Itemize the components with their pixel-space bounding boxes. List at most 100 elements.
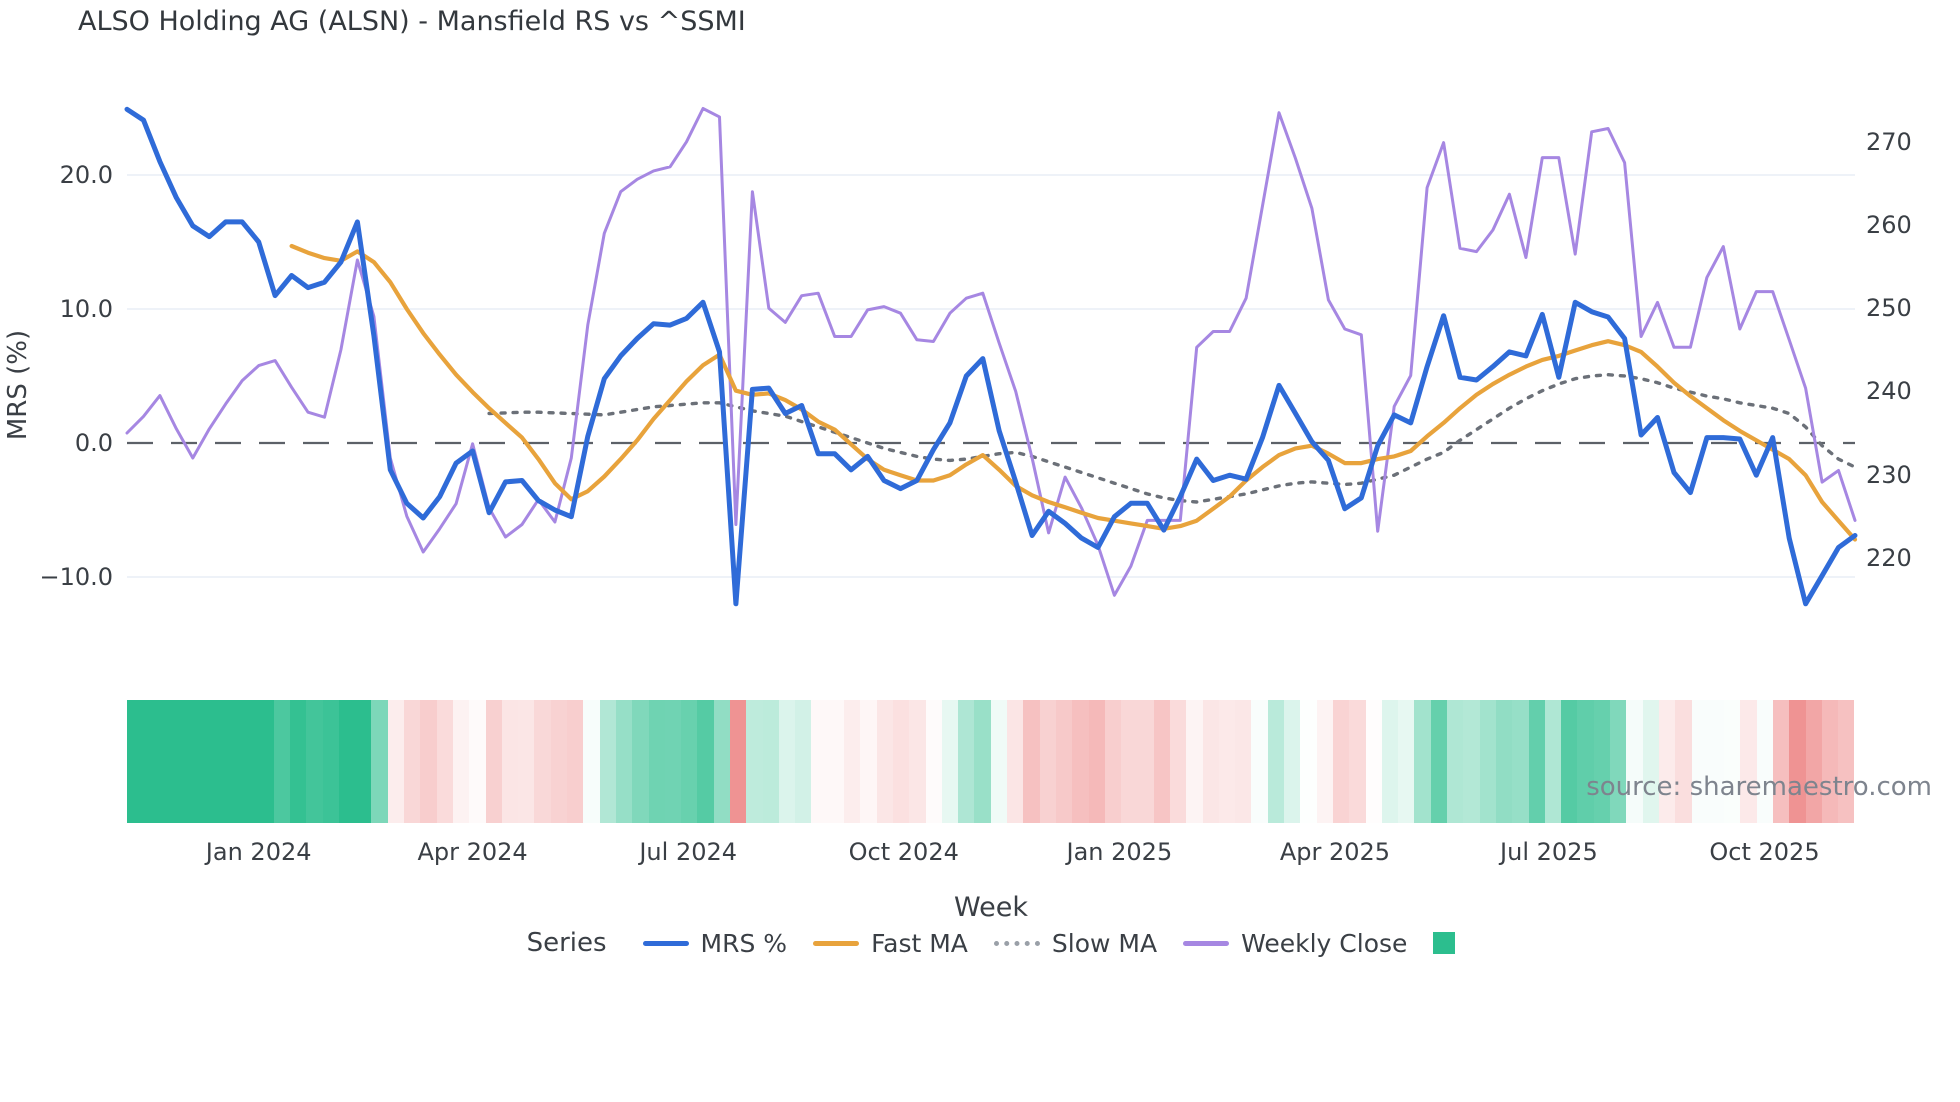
heatmap-cell — [1365, 700, 1382, 823]
legend: Series MRS % Fast MA Slow MA Weekly Close — [116, 928, 1866, 958]
legend-label: MRS % — [700, 928, 788, 958]
left-axis-tick: −10.0 — [39, 563, 113, 591]
heatmap-cell — [1137, 700, 1154, 823]
heatmap-cell — [1007, 700, 1024, 823]
heatmap-cell — [1675, 700, 1692, 823]
heatmap-cell — [632, 700, 649, 823]
heatmap-cell — [1023, 700, 1040, 823]
legend-item-fast-ma: Fast MA — [813, 929, 968, 958]
heatmap-cell — [273, 700, 290, 823]
heatmap-cell — [224, 700, 242, 823]
heatmap-cell — [1691, 700, 1708, 823]
heatmap-cell — [909, 700, 926, 823]
heatmap-cell — [1838, 700, 1855, 823]
right-axis-tick: 250 — [1866, 294, 1912, 323]
right-axis-tick: 230 — [1866, 460, 1912, 489]
heatmap-cell — [1447, 700, 1464, 823]
heatmap-cell — [713, 700, 730, 823]
heatmap-cell — [1072, 700, 1089, 823]
x-axis-tick: Jul 2024 — [639, 838, 738, 866]
legend-item-mrs-: MRS % — [642, 928, 788, 958]
heatmap-cell — [1235, 700, 1252, 823]
heatmap-cell — [387, 700, 405, 823]
x-axis-tick: Oct 2025 — [1709, 838, 1820, 866]
heatmap-cell — [208, 700, 225, 823]
right-axis-tick: 220 — [1866, 543, 1912, 572]
heatmap-cell — [159, 700, 176, 823]
heatmap-cell — [127, 700, 144, 823]
heatmap-cell — [175, 700, 193, 823]
heatmap-cell — [990, 700, 1008, 823]
heatmap-cell — [371, 700, 388, 823]
heatmap-cell — [1218, 700, 1236, 823]
heatmap-cell — [811, 700, 828, 823]
heatmap-cell — [1430, 700, 1448, 823]
heatmap-swatch-icon — [1433, 932, 1456, 954]
heatmap-cell — [1626, 700, 1643, 823]
source-watermark: source: sharemaestro.com — [1586, 772, 1932, 802]
line-swatch-icon — [642, 940, 689, 946]
heatmap-cell — [762, 700, 779, 823]
heatmap-cell — [729, 700, 747, 823]
mrs-heatmap-strip — [127, 700, 1855, 823]
heatmap-cell — [192, 700, 209, 823]
line-swatch-icon — [993, 940, 1040, 946]
heatmap-cell — [1349, 700, 1366, 823]
heatmap-cell — [436, 700, 453, 823]
heatmap-cell — [778, 700, 796, 823]
left-axis-tick: 20.0 — [59, 161, 113, 189]
heatmap-cell — [289, 700, 307, 823]
x-axis-title: Week — [954, 892, 1028, 923]
heatmap-cell — [860, 700, 877, 823]
heatmap-cell — [1707, 700, 1725, 823]
heatmap-cell — [1316, 700, 1333, 823]
left-axis-tick: 10.0 — [59, 295, 113, 323]
heatmap-cell — [974, 700, 991, 823]
heatmap-cell — [1202, 700, 1219, 823]
chart-title: ALSO Holding AG (ALSN) - Mansfield RS vs… — [78, 6, 746, 37]
heatmap-cell — [1544, 700, 1562, 823]
heatmap-cell — [697, 700, 714, 823]
heatmap-cell — [1170, 700, 1187, 823]
heatmap-cell — [518, 700, 535, 823]
series-line-weekly-close — [125, 107, 1857, 597]
legend-title: Series — [526, 928, 607, 958]
heatmap-cell — [1381, 700, 1399, 823]
right-axis-tick: 240 — [1866, 377, 1912, 406]
x-axis-tick: Jan 2025 — [1066, 838, 1173, 866]
heatmap-cell — [1055, 700, 1073, 823]
heatmap-cell — [1756, 700, 1773, 823]
heatmap-cell — [1821, 700, 1839, 823]
heatmap-cell — [1512, 700, 1529, 823]
heatmap-cell — [1332, 700, 1350, 823]
heatmap-cell — [1561, 700, 1578, 823]
heatmap-cell — [1463, 700, 1480, 823]
heatmap-cell — [501, 700, 519, 823]
heatmap-cell — [892, 700, 910, 823]
heatmap-cell — [827, 700, 845, 823]
legend-item-slow-ma: Slow MA — [993, 929, 1157, 958]
heatmap-cell — [241, 700, 258, 823]
x-axis-tick: Apr 2024 — [417, 838, 528, 866]
x-axis-tick: Jan 2024 — [205, 838, 312, 866]
heatmap-cell — [1658, 700, 1676, 823]
heatmap-cell — [1528, 700, 1545, 823]
heatmap-cell — [1642, 700, 1659, 823]
legend-item-weekly-close: Weekly Close — [1183, 929, 1407, 958]
heatmap-cell — [1577, 700, 1594, 823]
x-axis-tick: Apr 2025 — [1279, 838, 1391, 866]
heatmap-cell — [1284, 700, 1301, 823]
heatmap-cell — [355, 700, 372, 823]
heatmap-cell — [1724, 700, 1741, 823]
heatmap-cell — [1610, 700, 1627, 823]
legend-label: Weekly Close — [1241, 928, 1408, 958]
legend-item-heat-swatch — [1433, 932, 1456, 954]
left-axis-tick: 0.0 — [74, 429, 113, 457]
heatmap-cell — [550, 700, 568, 823]
heatmap-cell — [469, 700, 486, 823]
heatmap-cell — [648, 700, 665, 823]
series-line-fast-ma — [289, 243, 1858, 542]
heatmap-cell — [420, 700, 437, 823]
heatmap-cell — [257, 700, 274, 823]
heatmap-cell — [1039, 700, 1056, 823]
